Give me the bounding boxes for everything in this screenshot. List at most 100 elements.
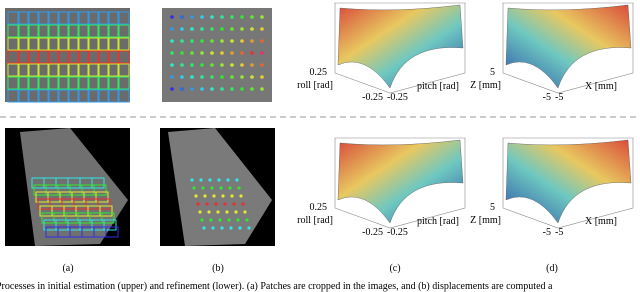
axis-label: Z [mm] (470, 215, 501, 226)
patch (97, 24, 110, 38)
patch (17, 63, 30, 77)
vector (190, 39, 194, 43)
patch (7, 50, 20, 64)
vector (225, 210, 229, 214)
vector (190, 63, 194, 67)
vector (220, 87, 224, 91)
vector (190, 87, 194, 91)
panel-label: (b) (212, 263, 224, 274)
patch (97, 50, 110, 64)
patch (27, 50, 40, 64)
patch (87, 11, 100, 25)
patch (87, 50, 100, 64)
vector (170, 27, 174, 31)
patch (93, 184, 107, 196)
vector (230, 194, 234, 198)
vector (208, 178, 212, 182)
vector (210, 63, 214, 67)
vector (223, 202, 227, 206)
vector (240, 51, 244, 55)
tick-label: -5 (555, 227, 563, 238)
vector (190, 51, 194, 55)
patch (67, 76, 80, 90)
vector (192, 186, 196, 190)
vector (170, 51, 174, 55)
patch (77, 24, 90, 38)
vector (232, 202, 236, 206)
vector (234, 210, 238, 214)
patch (17, 11, 30, 25)
surface (505, 4, 632, 89)
vector (240, 39, 244, 43)
patch (37, 76, 50, 90)
vector (250, 63, 254, 67)
axis-label: pitch [rad] (417, 81, 459, 92)
vector (219, 186, 223, 190)
vector (240, 87, 244, 91)
patch (87, 76, 100, 90)
patch (47, 24, 60, 38)
patch (67, 50, 80, 64)
vector (200, 75, 204, 79)
vector (216, 210, 220, 214)
patch (117, 11, 130, 25)
patch (103, 219, 117, 231)
vector (200, 63, 204, 67)
patch (37, 11, 50, 25)
vector (209, 218, 213, 222)
patch (47, 11, 60, 25)
patch (57, 89, 70, 103)
patch (7, 63, 20, 77)
vector (180, 51, 184, 55)
patch (87, 89, 100, 103)
axis-label: X [mm] (585, 81, 617, 92)
vector (220, 39, 224, 43)
vector (198, 210, 202, 214)
patch (67, 37, 80, 51)
patch (7, 76, 20, 90)
axis-label: Z [mm] (470, 80, 501, 91)
axis-label: roll [rad] (297, 80, 333, 91)
vector (230, 75, 234, 79)
vector (170, 75, 174, 79)
vector (212, 194, 216, 198)
patch (47, 63, 60, 77)
patch (117, 50, 130, 64)
vector (240, 27, 244, 31)
vector (170, 15, 174, 19)
vector (227, 218, 231, 222)
vector (220, 51, 224, 55)
vector (260, 39, 264, 43)
vector (240, 15, 244, 19)
vector (210, 75, 214, 79)
patch (7, 11, 20, 25)
vector (190, 27, 194, 31)
patch (47, 37, 60, 51)
vector (210, 15, 214, 19)
patch (27, 24, 40, 38)
patch (117, 89, 130, 103)
vector (210, 39, 214, 43)
vector (180, 63, 184, 67)
patch (27, 11, 40, 25)
axis-label: roll [rad] (297, 215, 333, 226)
patch (17, 50, 30, 64)
vector (196, 202, 200, 206)
patch (117, 76, 130, 90)
patch (47, 76, 60, 90)
patch (117, 24, 130, 38)
patch (107, 37, 120, 51)
vector (200, 27, 204, 31)
patch (37, 37, 50, 51)
vector (220, 63, 224, 67)
vector (210, 87, 214, 91)
patch (107, 63, 120, 77)
vector (194, 194, 198, 198)
vector (260, 51, 264, 55)
tick-label: 5 (490, 67, 495, 78)
vector (220, 75, 224, 79)
tick-label: -0.25 (362, 227, 383, 238)
patch (27, 76, 40, 90)
vector (240, 75, 244, 79)
